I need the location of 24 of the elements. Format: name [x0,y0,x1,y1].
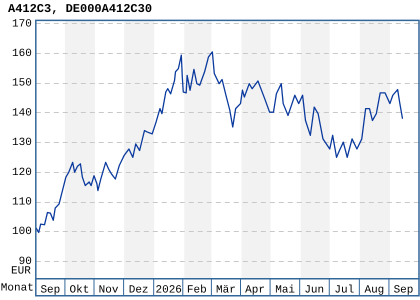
x-tick-label: Sep [40,284,60,296]
y-tick-label: 120 [12,166,32,179]
y-tick-label: 150 [12,78,32,90]
x-tick-label: Nov [98,284,119,296]
x-tick-label: Sep [394,284,414,296]
y-tick-label: 140 [12,107,32,120]
y-tick-label: 130 [12,137,32,150]
x-tick-label: Jun [304,284,324,296]
x-tick-label: Mai [275,284,296,296]
x-tick-label: Mär [216,284,236,296]
x-axis-title: Monat [0,282,34,295]
x-tick-label: Apr [245,284,265,296]
x-tick-label: Okt [70,284,90,296]
y-tick-label: 170 [12,18,32,30]
x-tick-label: Aug [364,284,384,296]
chart-title: A412C3, DE000A412C30 [8,2,152,16]
y-tick-label: 160 [12,48,32,60]
y-tick-label: 110 [12,196,32,208]
x-tick-label: Dez [128,284,149,296]
x-tick-label: 2026 [156,284,182,296]
x-tick-label: Feb [186,284,207,296]
y-axis-title: EUR [10,266,32,278]
y-tick-label: 100 [12,226,32,238]
x-tick-label: Jul [334,284,354,296]
